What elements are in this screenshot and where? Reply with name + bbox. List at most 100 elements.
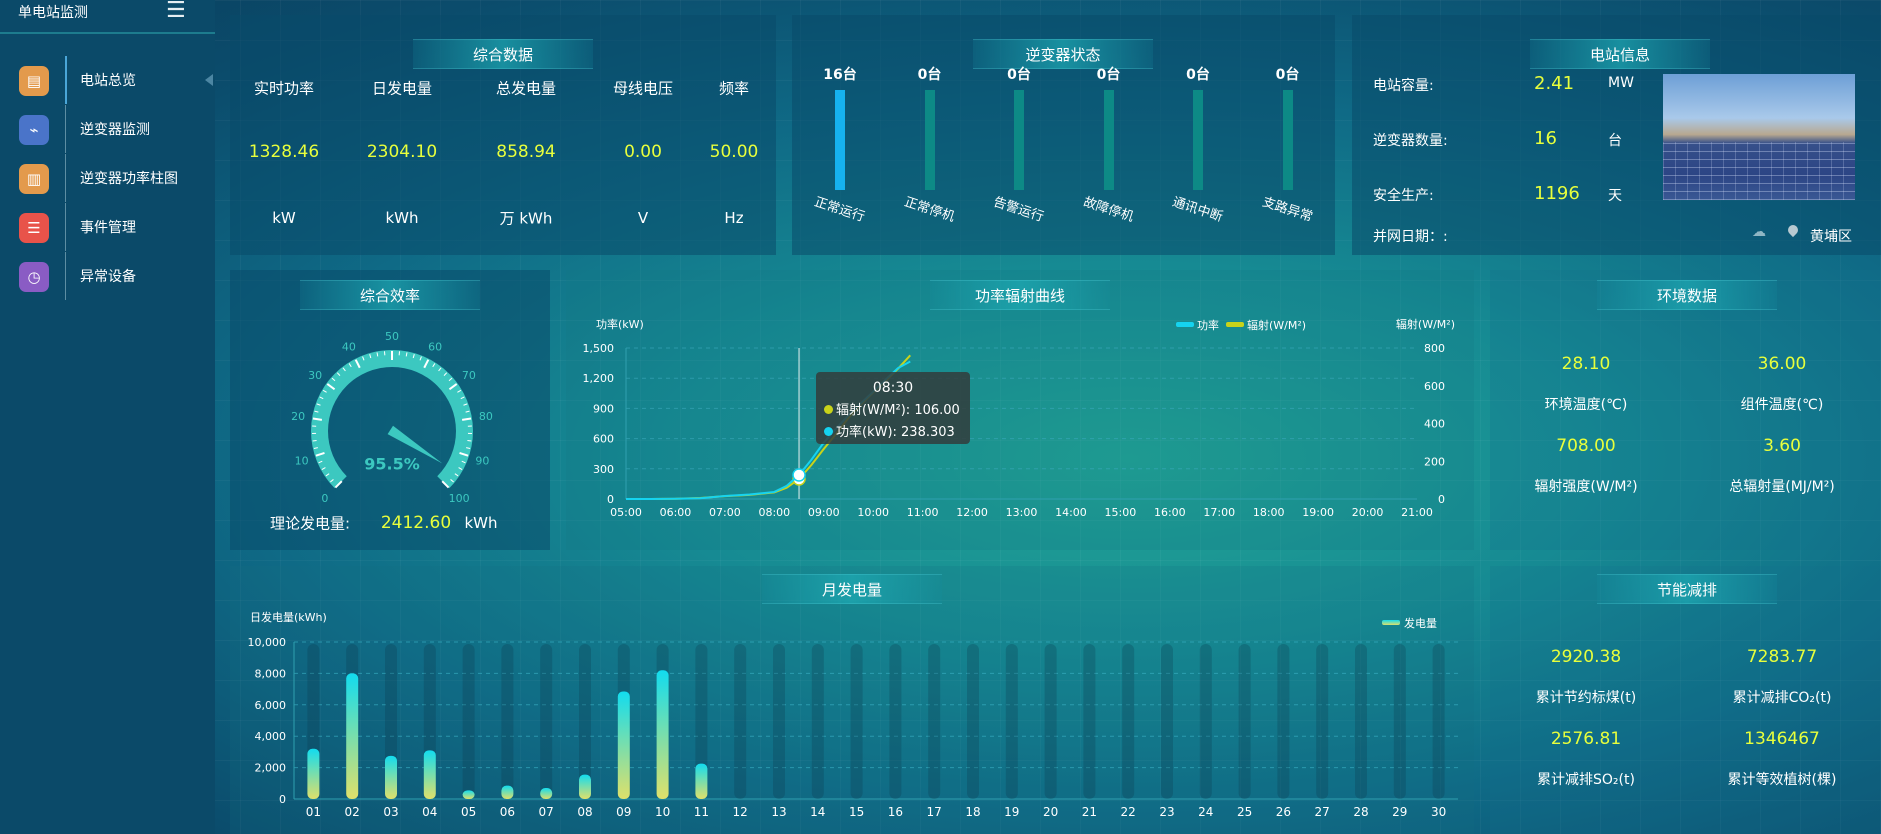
inverter-bar[interactable] (1193, 90, 1203, 190)
power-chart-panel: 功率辐射曲线 (566, 270, 1474, 550)
sidebar-item-0[interactable]: ▤ 电站总览 (0, 56, 215, 104)
x-tick-label: 05 (461, 805, 476, 819)
notepad-icon: ☰ (19, 213, 49, 243)
tooltip-radiation-text: 辐射(W/M²): 106.00 (836, 403, 960, 418)
gauge-tick (432, 363, 436, 368)
bar-background (1393, 644, 1406, 799)
x-tick-label: 07:00 (709, 506, 741, 519)
bar-day-04[interactable] (423, 750, 436, 799)
bar-day-05[interactable] (462, 790, 475, 799)
environment-value: 708.00 (1556, 436, 1616, 456)
bar-day-02[interactable] (346, 673, 359, 799)
inverter-bar[interactable] (1014, 90, 1024, 190)
x-tick-label: 30 (1431, 805, 1446, 819)
savings-panel: 节能减排 2920.38 累计节约标煤(t) 7283.77 累计减排CO₂(t) 25… (1490, 566, 1881, 834)
bar-background (967, 644, 979, 799)
x-tick-label: 01 (306, 805, 321, 819)
gauge-tick (369, 354, 372, 359)
tooltip-row-power: 功率(kW): 238.303 (824, 421, 970, 440)
sidebar-header: 单电站监测 ☰ (0, 0, 215, 34)
sidebar-divider (65, 252, 66, 300)
highlight-point[interactable] (792, 468, 806, 482)
legend-label[interactable]: 发电量 (1404, 616, 1437, 630)
bar-day-09[interactable] (617, 691, 630, 799)
inverter-bar[interactable] (1103, 90, 1114, 190)
hamburger-icon[interactable]: ☰ (166, 0, 186, 23)
x-tick-label: 27 (1315, 805, 1330, 819)
y-axis-title: 功率(kW) (596, 317, 644, 331)
sidebar-item-2[interactable]: ▥ 逆变器功率柱图 (0, 154, 215, 202)
station-info-unit: MW (1608, 75, 1634, 91)
inverter-bar[interactable] (924, 90, 935, 190)
sidebar-divider (65, 154, 66, 202)
sidebar-divider (65, 105, 66, 153)
y-tick-label: 0 (607, 493, 614, 506)
bar-background (1316, 644, 1329, 799)
gauge-tick (460, 396, 465, 400)
legend-label[interactable]: 辐射(W/M²) (1247, 318, 1306, 332)
bar-day-01[interactable] (307, 748, 320, 799)
savings-value: 1346467 (1744, 729, 1820, 749)
chart-tooltip: 08:30 辐射(W/M²): 106.00 功率(kW): 238.303 (816, 372, 970, 444)
x-tick-label: 29 (1392, 805, 1407, 819)
bar-day-06[interactable] (501, 785, 514, 799)
bar-background (734, 644, 747, 799)
inverter-count: 0台 (1186, 67, 1210, 83)
bar-background (1083, 644, 1096, 799)
y-tick-label: 600 (593, 433, 614, 446)
inverter-bar[interactable] (835, 90, 845, 190)
gauge-tick (461, 417, 472, 421)
station-info-value: 1196 (1534, 183, 1580, 204)
inverter-count: 0台 (1275, 67, 1300, 83)
gauge-tick (412, 354, 415, 359)
x-tick-label: 28 (1353, 805, 1368, 819)
savings-label: 累计减排SO₂(t) (1537, 772, 1635, 788)
location-text: 黄埔区 (1810, 229, 1852, 245)
theory-label: 理论发电量: (269, 514, 351, 533)
environment-value: 3.60 (1763, 436, 1801, 456)
x-tick-label: 12:00 (956, 506, 988, 519)
inverter-bar[interactable] (1282, 90, 1293, 190)
x-tick-label: 09:00 (808, 506, 840, 519)
inverter-status-title: 逆变器状态 (973, 39, 1153, 69)
bar-background (695, 644, 708, 799)
station-info-value: 2.41 (1534, 73, 1575, 94)
gauge-tick (354, 359, 361, 369)
bar-background (579, 644, 591, 799)
gauge-tick (423, 359, 430, 369)
inverter-status-label: 正常运行 (812, 194, 867, 226)
sidebar-item-3[interactable]: ☰ 事件管理 (0, 203, 215, 251)
overview-label: 实时功率 (253, 79, 315, 98)
y2-tick-label: 400 (1424, 418, 1445, 431)
overview-value: 0.00 (624, 142, 662, 162)
tooltip-time: 08:30 (872, 380, 914, 396)
sidebar-item-1[interactable]: ⌁ 逆变器监测 (0, 105, 215, 153)
overview-title: 综合数据 (413, 39, 593, 69)
overview-unit: 万 kWh (499, 209, 553, 228)
gauge-tick (330, 479, 334, 483)
x-tick-label: 08:00 (758, 506, 790, 519)
gauge-tick-label: 20 (291, 410, 305, 423)
gauge-tick-label: 70 (462, 369, 476, 382)
legend-swatch[interactable] (1382, 620, 1400, 625)
legend-swatch[interactable] (1226, 322, 1244, 327)
bar-day-07[interactable] (540, 788, 553, 799)
bar-background (811, 644, 824, 799)
efficiency-title: 综合效率 (300, 280, 480, 310)
legend-swatch[interactable] (1176, 322, 1194, 327)
sidebar-item-4[interactable]: ◷ 异常设备 (0, 252, 215, 300)
power-radiation-chart: 0 300 600 900 1,200 1,500 0 200 400 600 800 05:00 06… (583, 317, 1456, 519)
bar-background (501, 644, 514, 799)
bar-day-03[interactable] (385, 755, 397, 799)
sidebar-divider (65, 56, 67, 104)
savings-label: 累计等效植树(棵) (1727, 772, 1837, 788)
y-tick-label: 4,000 (255, 730, 287, 743)
document-icon: ▤ (19, 66, 49, 96)
bar-day-08[interactable] (579, 774, 591, 799)
gauge-tick (322, 389, 327, 393)
y-tick-label: 10,000 (248, 636, 287, 649)
bar-day-10[interactable] (656, 670, 669, 799)
x-tick-label: 13 (771, 805, 786, 819)
bar-day-11[interactable] (695, 763, 708, 799)
legend-label[interactable]: 功率 (1197, 318, 1219, 332)
